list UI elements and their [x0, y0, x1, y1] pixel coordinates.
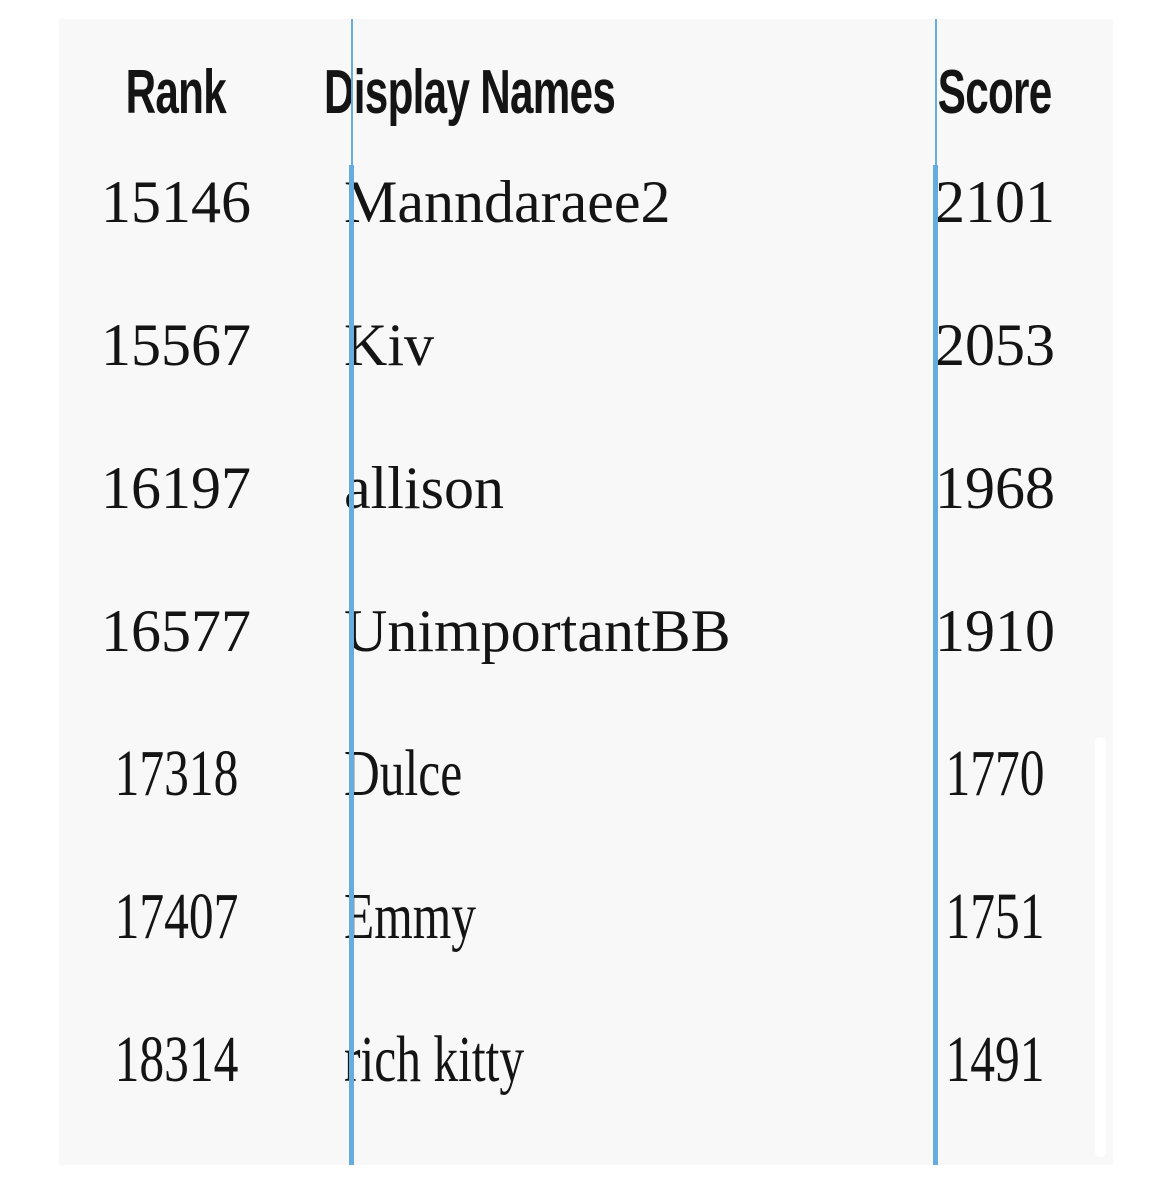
display-name-cell: UnimportantBB	[293, 594, 877, 663]
table-row: 16577 UnimportantBB 1910	[59, 594, 1113, 737]
table-header-row: Rank Display Names Score	[59, 19, 1113, 165]
score-cell-text: 1770	[945, 737, 1045, 810]
rank-cell-text: 16197	[101, 455, 251, 521]
display-name-cell-text: Manndaraee2	[344, 169, 671, 235]
score-cell: 1770	[877, 737, 1113, 810]
table-body: 15146 Manndaraee2 2101 15567 Kiv 2053 16197 all…	[59, 165, 1113, 1166]
score-cell: 1968	[877, 451, 1113, 520]
column-header-score: Score	[877, 57, 1113, 128]
score-cell: 1491	[877, 1023, 1113, 1096]
rank-cell-text: 18314	[114, 1023, 238, 1096]
display-name-cell: Dulce	[293, 737, 877, 810]
rank-cell: 18314	[59, 1023, 293, 1096]
score-cell: 2101	[877, 165, 1113, 234]
table-row: 15567 Kiv 2053	[59, 308, 1113, 451]
table-row: 15146 Manndaraee2 2101	[59, 165, 1113, 308]
score-cell-text: 2101	[935, 169, 1055, 235]
scrollbar-thumb[interactable]	[1095, 737, 1106, 1157]
rank-cell: 15146	[59, 165, 293, 234]
column-header-rank: Rank	[59, 57, 293, 128]
score-cell-text: 1910	[935, 598, 1055, 664]
rank-cell-text: 15567	[101, 312, 251, 378]
rank-cell: 16197	[59, 451, 293, 520]
column-header-score-label: Score	[938, 57, 1052, 127]
display-name-cell-text: UnimportantBB	[344, 598, 731, 664]
display-name-cell-text: Kiv	[344, 312, 434, 378]
column-divider-1-header	[351, 19, 353, 165]
score-cell-text: 1751	[945, 880, 1045, 953]
score-cell: 1751	[877, 880, 1113, 953]
display-name-cell: Emmy	[293, 880, 877, 953]
column-divider-1-body	[349, 165, 354, 1165]
display-name-cell-text: Dulce	[344, 737, 463, 810]
column-header-rank-label: Rank	[125, 57, 227, 127]
column-header-display-names-label: Display Names	[324, 57, 616, 127]
column-divider-2-header	[935, 19, 937, 165]
table-row: 17318 Dulce 1770	[59, 737, 1113, 880]
table-row: 18314 rich kitty 1491	[59, 1023, 1113, 1166]
table-row: 16197 allison 1968	[59, 451, 1113, 594]
score-cell-text: 2053	[935, 312, 1055, 378]
rank-cell-text: 17318	[114, 737, 238, 810]
score-cell-text: 1968	[935, 455, 1055, 521]
leaderboard-table: Rank Display Names Score 15146 Manndaraee…	[59, 19, 1113, 1165]
table-row: 17407 Emmy 1751	[59, 880, 1113, 1023]
column-divider-2-body	[933, 165, 938, 1165]
score-cell: 1910	[877, 594, 1113, 663]
rank-cell: 17318	[59, 737, 293, 810]
display-name-cell: rich kitty	[293, 1023, 877, 1096]
display-name-cell-text: allison	[344, 455, 504, 521]
rank-cell-text: 16577	[101, 598, 251, 664]
display-name-cell: allison	[293, 451, 877, 520]
column-header-display-names: Display Names	[293, 57, 877, 128]
display-name-cell-text: rich kitty	[344, 1023, 525, 1096]
rank-cell: 17407	[59, 880, 293, 953]
score-cell-text: 1491	[945, 1023, 1045, 1096]
score-cell: 2053	[877, 308, 1113, 377]
display-name-cell: Kiv	[293, 308, 877, 377]
rank-cell: 15567	[59, 308, 293, 377]
rank-cell-text: 15146	[101, 169, 251, 235]
display-name-cell: Manndaraee2	[293, 165, 877, 234]
rank-cell: 16577	[59, 594, 293, 663]
rank-cell-text: 17407	[114, 880, 238, 953]
display-name-cell-text: Emmy	[344, 880, 476, 953]
